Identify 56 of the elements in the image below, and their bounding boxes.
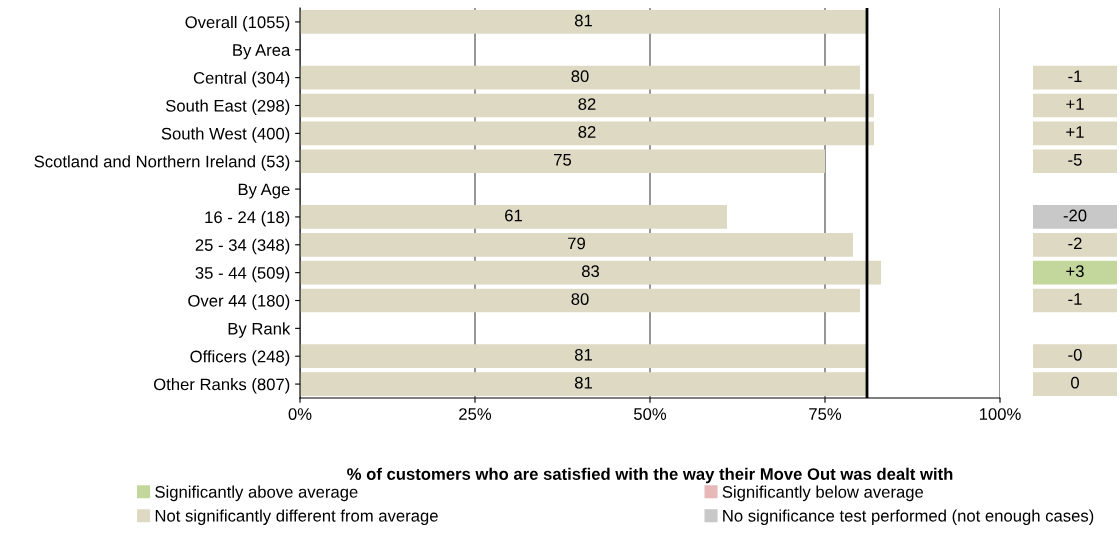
text: -20 xyxy=(1063,209,1087,222)
data-label: 81 xyxy=(574,14,592,27)
data-label: 80 xyxy=(571,293,589,305)
x-axis-title: % of customers who are satisfied with the way their Move Out was dealt with xyxy=(347,467,953,484)
bar xyxy=(300,260,881,285)
data-label: 81 xyxy=(574,376,592,389)
text: +1 xyxy=(1066,98,1084,110)
text: -1 xyxy=(1068,293,1082,305)
bar xyxy=(300,149,825,174)
y-tick-label: 16 - 24 (18) xyxy=(205,210,290,227)
y-tick-label: By Rank xyxy=(228,322,291,338)
y-tick-label: By Age xyxy=(238,183,290,199)
text: -1 xyxy=(1068,70,1082,82)
text: -0 xyxy=(1068,348,1082,361)
data-label: 82 xyxy=(578,126,596,138)
y-tick-label: Central (304) xyxy=(193,71,290,88)
legend-label: Significantly above average xyxy=(155,485,358,502)
data-label: 81 xyxy=(574,348,592,361)
text: -2 xyxy=(1068,237,1082,250)
text: 0 xyxy=(1071,376,1079,389)
x-tick-label: 100% xyxy=(979,408,1021,420)
y-tick-label: By Area xyxy=(233,44,291,60)
x-tick-label: 50% xyxy=(633,408,667,420)
data-label: 83 xyxy=(581,265,600,278)
data-label: 61 xyxy=(505,209,522,222)
y-tick-label: Other Ranks (807) xyxy=(153,378,290,394)
y-tick-label: 25 - 34 (348) xyxy=(195,238,290,255)
data-label: 79 xyxy=(568,237,585,250)
legend-label: Significantly below average xyxy=(722,485,924,502)
y-tick-label: South West (400) xyxy=(161,127,290,143)
text: -5 xyxy=(1068,154,1082,166)
bar xyxy=(300,372,867,396)
y-tick-label: South East (298) xyxy=(165,99,290,115)
bar xyxy=(300,10,867,34)
data-label: 82 xyxy=(578,98,596,110)
x-tick-label: 0% xyxy=(288,408,312,420)
bar xyxy=(300,288,860,313)
legend-label: No significance test performed (not enough cases) xyxy=(723,509,1094,525)
bar xyxy=(300,344,867,369)
data-label: 75 xyxy=(554,154,572,166)
y-tick-label: 35 - 44 (509) xyxy=(195,266,290,283)
bar xyxy=(300,121,874,146)
x-tick-label: 75% xyxy=(809,408,842,420)
text: +1 xyxy=(1066,126,1084,138)
y-tick-label: Overall (1055) xyxy=(185,15,290,32)
y-tick-label: Scotland and Northern Ireland (53) xyxy=(34,155,290,171)
bar xyxy=(300,232,853,257)
bar xyxy=(300,93,874,118)
text: +3 xyxy=(1066,265,1084,278)
data-label: 80 xyxy=(571,70,589,83)
y-tick-label: Over 44 (180) xyxy=(188,294,290,310)
bar xyxy=(300,205,727,229)
y-tick-label: Officers (248) xyxy=(190,350,290,366)
x-tick-label: 25% xyxy=(459,408,492,420)
legend-label: Not significantly different from average xyxy=(155,509,438,525)
bar xyxy=(300,65,860,90)
